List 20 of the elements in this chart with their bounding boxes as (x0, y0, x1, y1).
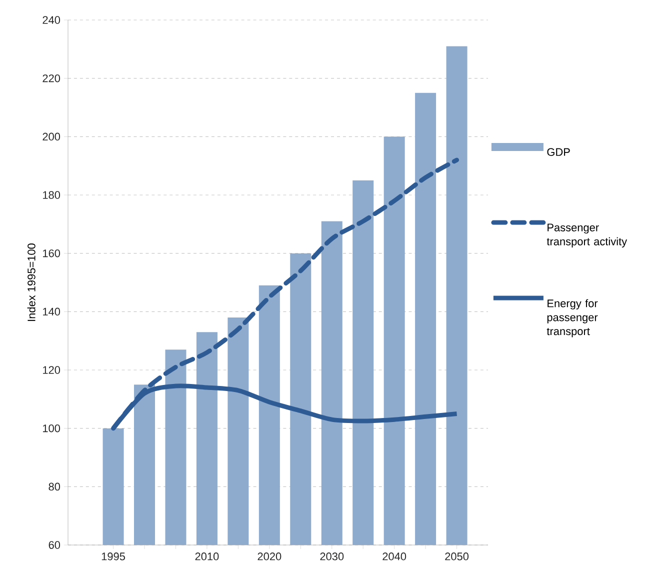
x-tick-label: 2050 (445, 552, 469, 560)
y-tick-label: 200 (42, 132, 60, 141)
x-tick-label: 2030 (320, 552, 344, 560)
text: Passenger transport activity (546, 224, 628, 248)
y-tick-label: 160 (43, 249, 60, 258)
x-tick-label: 2020 (258, 552, 282, 560)
y-tick-label: 60 (48, 541, 60, 549)
y-tick-label: 80 (48, 482, 60, 491)
x-tick-label: 2040 (382, 552, 406, 560)
y-axis-title: Index 1995=100 (27, 244, 36, 321)
y-tick-label: 220 (42, 74, 60, 82)
y-tick-label: 180 (43, 191, 60, 199)
y-tick-label: 120 (43, 366, 60, 374)
y-tick-label: 100 (43, 424, 60, 432)
x-tick-label: 2010 (195, 552, 219, 560)
y-tick-label: 240 (42, 16, 60, 24)
y-tick-label: 140 (43, 308, 60, 316)
x-tick-label: 1995 (102, 552, 125, 560)
legend-label: GDP (547, 148, 570, 156)
text: Energy for passenger transport (546, 299, 598, 338)
